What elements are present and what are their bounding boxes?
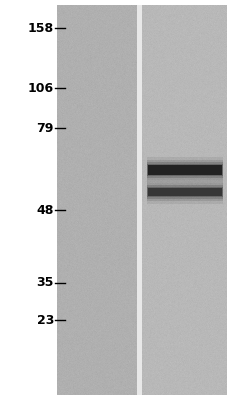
Bar: [146, 162, 222, 178]
Bar: [141, 5, 227, 395]
Text: 106: 106: [28, 82, 54, 94]
Bar: [146, 183, 222, 201]
Bar: [136, 5, 141, 395]
Bar: [146, 164, 222, 176]
Bar: [146, 157, 222, 183]
Text: 35: 35: [37, 276, 54, 290]
Text: 79: 79: [37, 122, 54, 134]
Text: 48: 48: [37, 204, 54, 216]
Bar: [146, 185, 222, 199]
Bar: [146, 160, 222, 180]
Text: 158: 158: [28, 22, 54, 34]
Bar: [146, 180, 222, 204]
Bar: [57, 5, 136, 395]
Bar: [147, 165, 221, 175]
Bar: [146, 187, 222, 197]
Bar: [147, 188, 221, 196]
Text: 23: 23: [37, 314, 54, 326]
